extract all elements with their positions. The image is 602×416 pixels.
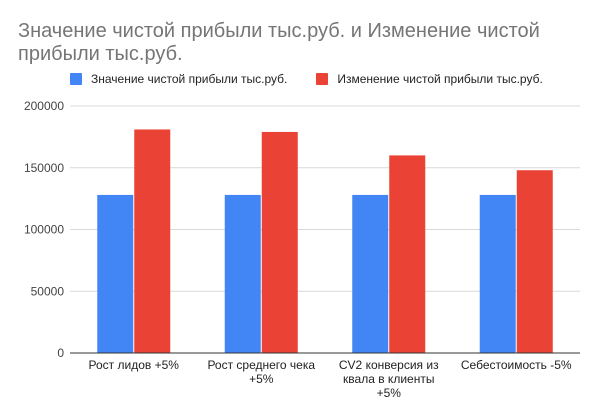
chart-title: Значение чистой прибыли тыс.руб. и Измен… [18, 20, 540, 65]
legend-swatch-series-2 [316, 73, 329, 85]
x-tick-label-line: Себестоимость -5% [461, 358, 572, 372]
bar-series-1 [97, 194, 134, 353]
y-tick-label: 150000 [24, 161, 64, 175]
bar-series-2 [134, 129, 171, 353]
x-tick-label: CV2 конверсия из квала в клиенты +5% [339, 358, 439, 400]
bar-series-2 [389, 155, 426, 353]
x-tick-label-line: CV2 конверсия из [339, 358, 439, 372]
x-tick-label: Рост лидов +5% [89, 358, 180, 372]
bar-series-2 [516, 170, 553, 353]
bar-series-2 [261, 131, 298, 353]
legend-item-series-1: Значение чистой прибыли тыс.руб. [70, 72, 287, 86]
x-tick-label-line: Рост лидов +5% [89, 358, 180, 372]
legend-item-series-2: Изменение чистой прибыли тыс.руб. [316, 72, 543, 86]
bar-series-1 [224, 194, 261, 353]
chart-legend: Значение чистой прибыли тыс.руб. Изменен… [70, 72, 572, 86]
y-tick-label: 50000 [31, 284, 65, 298]
bar-series-1 [352, 194, 389, 353]
x-tick-label-line: Рост среднего чека [207, 358, 315, 372]
y-tick-label: 100000 [24, 223, 64, 237]
legend-label-series-2: Изменение чистой прибыли тыс.руб. [337, 72, 543, 86]
x-tick-label: Себестоимость -5% [461, 358, 572, 372]
x-tick-label: Рост среднего чека +5% [207, 358, 315, 386]
y-tick-label: 200000 [24, 99, 64, 113]
legend-label-series-1: Значение чистой прибыли тыс.руб. [91, 72, 288, 86]
bar-series-1 [479, 194, 516, 353]
y-tick-label: 0 [57, 346, 64, 360]
x-tick-label-line: +5% [249, 372, 274, 386]
x-tick-label-line: квала в клиенты [343, 372, 434, 386]
x-tick-label-line: +5% [377, 386, 402, 400]
legend-swatch-series-1 [70, 73, 82, 85]
